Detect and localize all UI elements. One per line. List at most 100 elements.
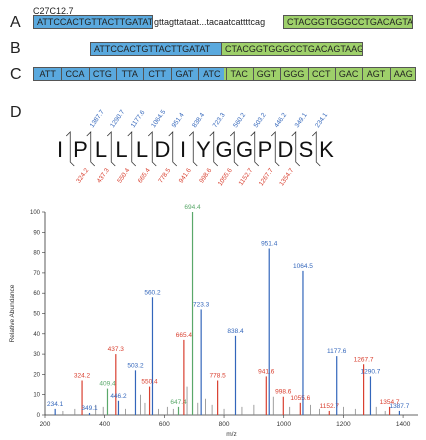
- cleavage-mark: [147, 131, 157, 167]
- panel-letter-d: D: [10, 104, 22, 121]
- panel-c: ATT CCA CTG TTA CTT GAT ATC TAC GGT GGG CCT GAC AGT A…: [33, 67, 416, 81]
- codon: GGG: [283, 69, 305, 79]
- b-ion-label: 941.6: [178, 167, 193, 185]
- y-ion-label: 349.1: [294, 111, 309, 129]
- x-tick-label: 1000: [276, 421, 291, 428]
- peak-label: 1387.7: [389, 403, 409, 410]
- peak-label: 437.3: [108, 346, 125, 353]
- b-ion-label: 665.4: [137, 167, 152, 185]
- peak-label: 560.2: [144, 289, 161, 296]
- residue-K: K: [319, 137, 334, 162]
- y-ion-label: 560.2: [232, 111, 247, 129]
- peak-label: 838.4: [227, 328, 244, 335]
- cleavage-mark: [188, 131, 198, 167]
- residue-P: P: [258, 137, 273, 162]
- residue-Y: Y: [196, 137, 211, 162]
- residue-L: L: [95, 137, 107, 162]
- b-ion-label: 778.5: [157, 167, 172, 185]
- b-ion-label: 550.4: [116, 167, 131, 185]
- residue-P: P: [73, 137, 88, 162]
- y-tick-label: 90: [33, 230, 40, 236]
- peak-label: 446.2: [110, 393, 127, 400]
- y-tick-label: 30: [33, 352, 40, 358]
- peak-label: 1177.6: [327, 348, 347, 355]
- residue-I: I: [180, 137, 186, 162]
- codon: ATT: [39, 69, 56, 79]
- y-ion-label: 838.4: [191, 111, 206, 129]
- b-ion-label: 1152.7: [238, 167, 255, 187]
- panel-b-exon1: ATTCCACTGTTACTTGATAT: [90, 42, 222, 56]
- codon: AGT: [366, 69, 386, 79]
- y-ion-label: 1177.6: [130, 109, 147, 129]
- cleavage-mark: [86, 131, 96, 167]
- y-ion-label: 503.2: [253, 111, 268, 129]
- residue-G: G: [236, 137, 253, 162]
- cleavage-mark: [270, 131, 280, 167]
- y-tick-label: 80: [33, 251, 40, 257]
- x-tick-label: 200: [40, 421, 51, 428]
- codon: AAG: [393, 69, 413, 79]
- cleavage-mark: [65, 131, 75, 167]
- codon-divider: [307, 68, 309, 80]
- codon-divider: [61, 68, 63, 80]
- y-ion-label: 951.4: [171, 111, 186, 129]
- panel-b-exon2: CTACGGTGGGCCTGACAGTAAG: [221, 42, 363, 56]
- y-tick-label: 70: [33, 271, 40, 277]
- peak-label: 409.4: [99, 381, 116, 388]
- cleavage-mark: [168, 131, 178, 167]
- gene-label: C27C12.7: [33, 6, 74, 16]
- peak-label: 503.2: [127, 362, 144, 369]
- codon: CCA: [65, 69, 85, 79]
- y-tick-label: 10: [33, 393, 40, 399]
- peak-label: 665.4: [176, 332, 193, 339]
- y-tick-label: 60: [33, 291, 40, 297]
- codon-divider: [143, 68, 145, 80]
- cleavage-mark: [127, 131, 137, 167]
- x-tick-label: 1400: [396, 421, 411, 428]
- y-ion-label: 234.1: [314, 111, 329, 129]
- cleavage-mark: [229, 131, 239, 167]
- codon-divider: [198, 68, 200, 80]
- peak-label: 694.4: [184, 204, 201, 211]
- codon-divider: [225, 68, 227, 80]
- cleavage-mark: [311, 131, 321, 167]
- b-ion-label: 1055.6: [217, 167, 234, 188]
- peak-label: 1290.7: [361, 368, 381, 375]
- peak-label: 324.2: [74, 372, 91, 379]
- peak-label: 1064.5: [293, 263, 313, 270]
- y-ion-label: 1387.7: [89, 109, 106, 130]
- residue-L: L: [136, 137, 148, 162]
- peak-label: 647.4: [170, 399, 187, 406]
- x-axis-label: m/z: [226, 431, 236, 438]
- panel-letter-a: A: [10, 14, 21, 31]
- residue-D: D: [278, 137, 294, 162]
- cleavage-mark: [209, 131, 219, 167]
- y-tick-label: 100: [30, 210, 41, 216]
- cleavage-mark: [250, 131, 260, 167]
- residue-I: I: [57, 137, 63, 162]
- b-ion-label: 437.3: [96, 167, 111, 185]
- peak-label: 778.5: [209, 372, 226, 379]
- codon: TAC: [230, 69, 248, 79]
- panel-letter-c: C: [10, 66, 22, 83]
- codon: CTG: [92, 69, 112, 79]
- x-tick-label: 1200: [336, 421, 351, 428]
- x-tick-label: 600: [159, 421, 170, 428]
- cleavage-mark: [291, 131, 301, 167]
- b-ion-label: 1354.7: [278, 167, 295, 188]
- peak-label: 550.4: [141, 379, 158, 386]
- codon: TTA: [121, 69, 138, 79]
- peak-label: 349.1: [81, 405, 98, 412]
- codon: CCT: [311, 69, 331, 79]
- residue-S: S: [299, 137, 314, 162]
- peptide-fragment-ladder: I P L L L D I Y G G P D S K1387.7324.21290.7437.31177…: [57, 109, 334, 188]
- b-ion-label: 324.2: [75, 167, 90, 185]
- x-tick-label: 400: [99, 421, 110, 428]
- residue-G: G: [215, 137, 232, 162]
- peak-label: 1354.7: [380, 399, 400, 406]
- cleavage-mark: [106, 131, 116, 167]
- codon-divider: [280, 68, 282, 80]
- y-tick-label: 20: [33, 372, 40, 378]
- peak-label: 1055.6: [290, 395, 310, 402]
- codon: GAC: [338, 69, 359, 79]
